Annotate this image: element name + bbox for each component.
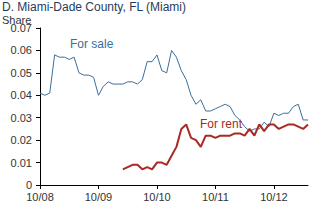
svg-text:0.05: 0.05 — [11, 67, 32, 79]
svg-text:10/12: 10/12 — [260, 191, 288, 203]
svg-text:Share: Share — [2, 13, 32, 26]
svg-text:0.06: 0.06 — [11, 44, 32, 56]
svg-text:0.01: 0.01 — [11, 157, 32, 169]
svg-text:10/10: 10/10 — [143, 191, 171, 203]
svg-text:0.03: 0.03 — [11, 112, 32, 124]
svg-text:D. Miami-Dade County, FL (Miam: D. Miami-Dade County, FL (Miami) — [2, 0, 186, 14]
svg-text:For rent: For rent — [200, 117, 243, 131]
svg-text:10/09: 10/09 — [85, 191, 113, 203]
svg-text:For sale: For sale — [70, 37, 114, 51]
svg-text:0.07: 0.07 — [11, 22, 32, 34]
svg-text:10/08: 10/08 — [26, 191, 54, 203]
svg-text:10/11: 10/11 — [202, 191, 229, 203]
svg-text:0.02: 0.02 — [11, 134, 32, 146]
svg-text:0: 0 — [26, 179, 32, 191]
svg-text:0.04: 0.04 — [11, 89, 32, 101]
